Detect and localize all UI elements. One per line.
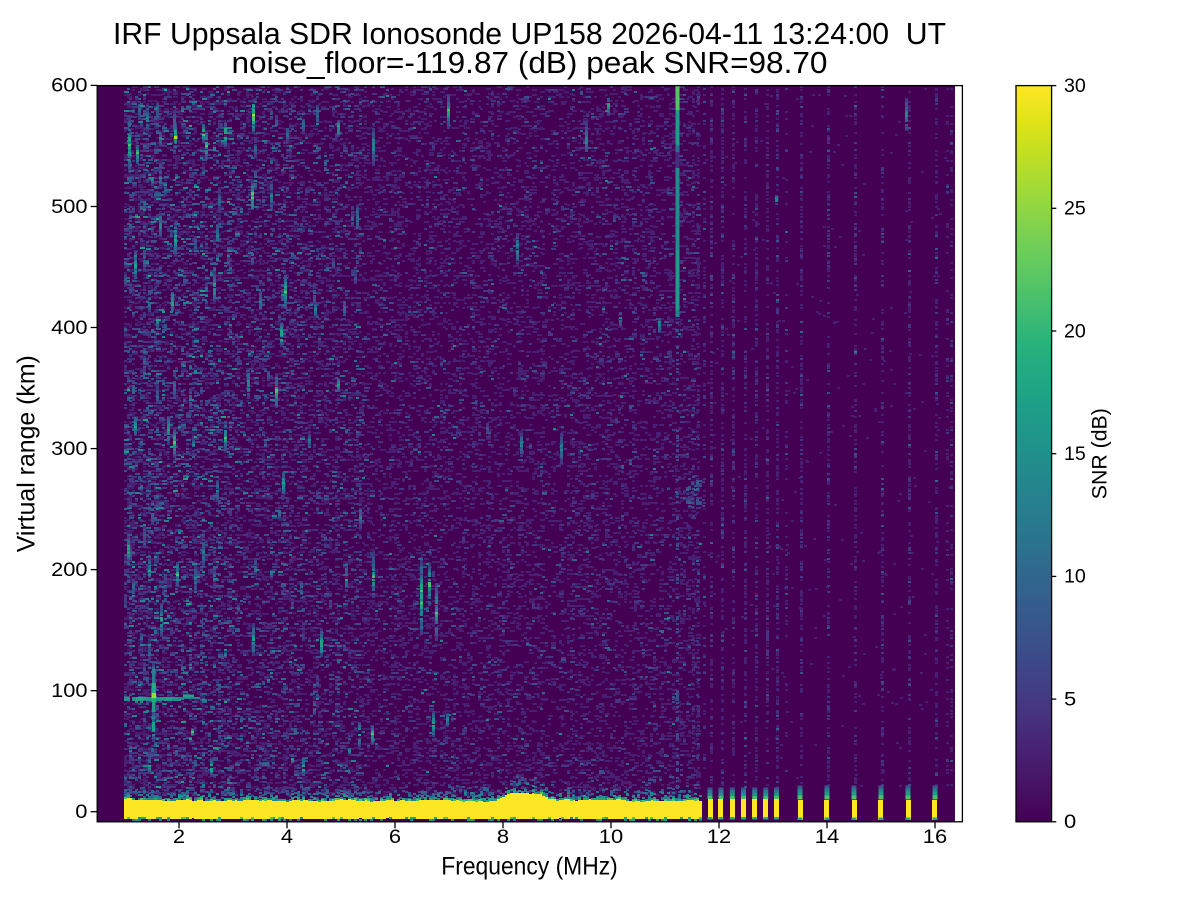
svg-text:10: 10: [599, 827, 623, 848]
svg-text:100: 100: [51, 681, 87, 702]
svg-text:200: 200: [51, 560, 87, 581]
svg-text:5: 5: [1064, 689, 1076, 710]
svg-text:10: 10: [1064, 567, 1086, 588]
svg-text:IRF Uppsala SDR Ionosonde UP15: IRF Uppsala SDR Ionosonde UP158 2026-04-…: [113, 17, 946, 51]
svg-text:600: 600: [51, 76, 87, 97]
svg-text:6: 6: [389, 827, 401, 848]
svg-text:noise_floor=-119.87 (dB) peak: noise_floor=-119.87 (dB) peak SNR=98.70: [232, 46, 828, 80]
svg-text:0: 0: [1064, 812, 1076, 833]
svg-text:Virtual range (km): Virtual range (km): [13, 355, 41, 552]
svg-text:SNR (dB): SNR (dB): [1089, 408, 1112, 499]
svg-text:20: 20: [1064, 321, 1086, 342]
svg-text:15: 15: [1064, 444, 1086, 465]
svg-text:300: 300: [51, 439, 87, 460]
svg-text:25: 25: [1064, 199, 1086, 220]
svg-text:30: 30: [1064, 76, 1086, 97]
svg-text:4: 4: [281, 827, 294, 848]
svg-text:12: 12: [707, 827, 731, 848]
svg-text:8: 8: [497, 827, 509, 848]
svg-text:400: 400: [51, 318, 87, 339]
svg-text:500: 500: [51, 197, 87, 218]
svg-text:14: 14: [815, 827, 840, 848]
svg-text:Frequency (MHz): Frequency (MHz): [441, 853, 618, 881]
svg-text:16: 16: [923, 827, 947, 848]
svg-text:2: 2: [173, 827, 185, 848]
svg-text:0: 0: [75, 802, 87, 823]
